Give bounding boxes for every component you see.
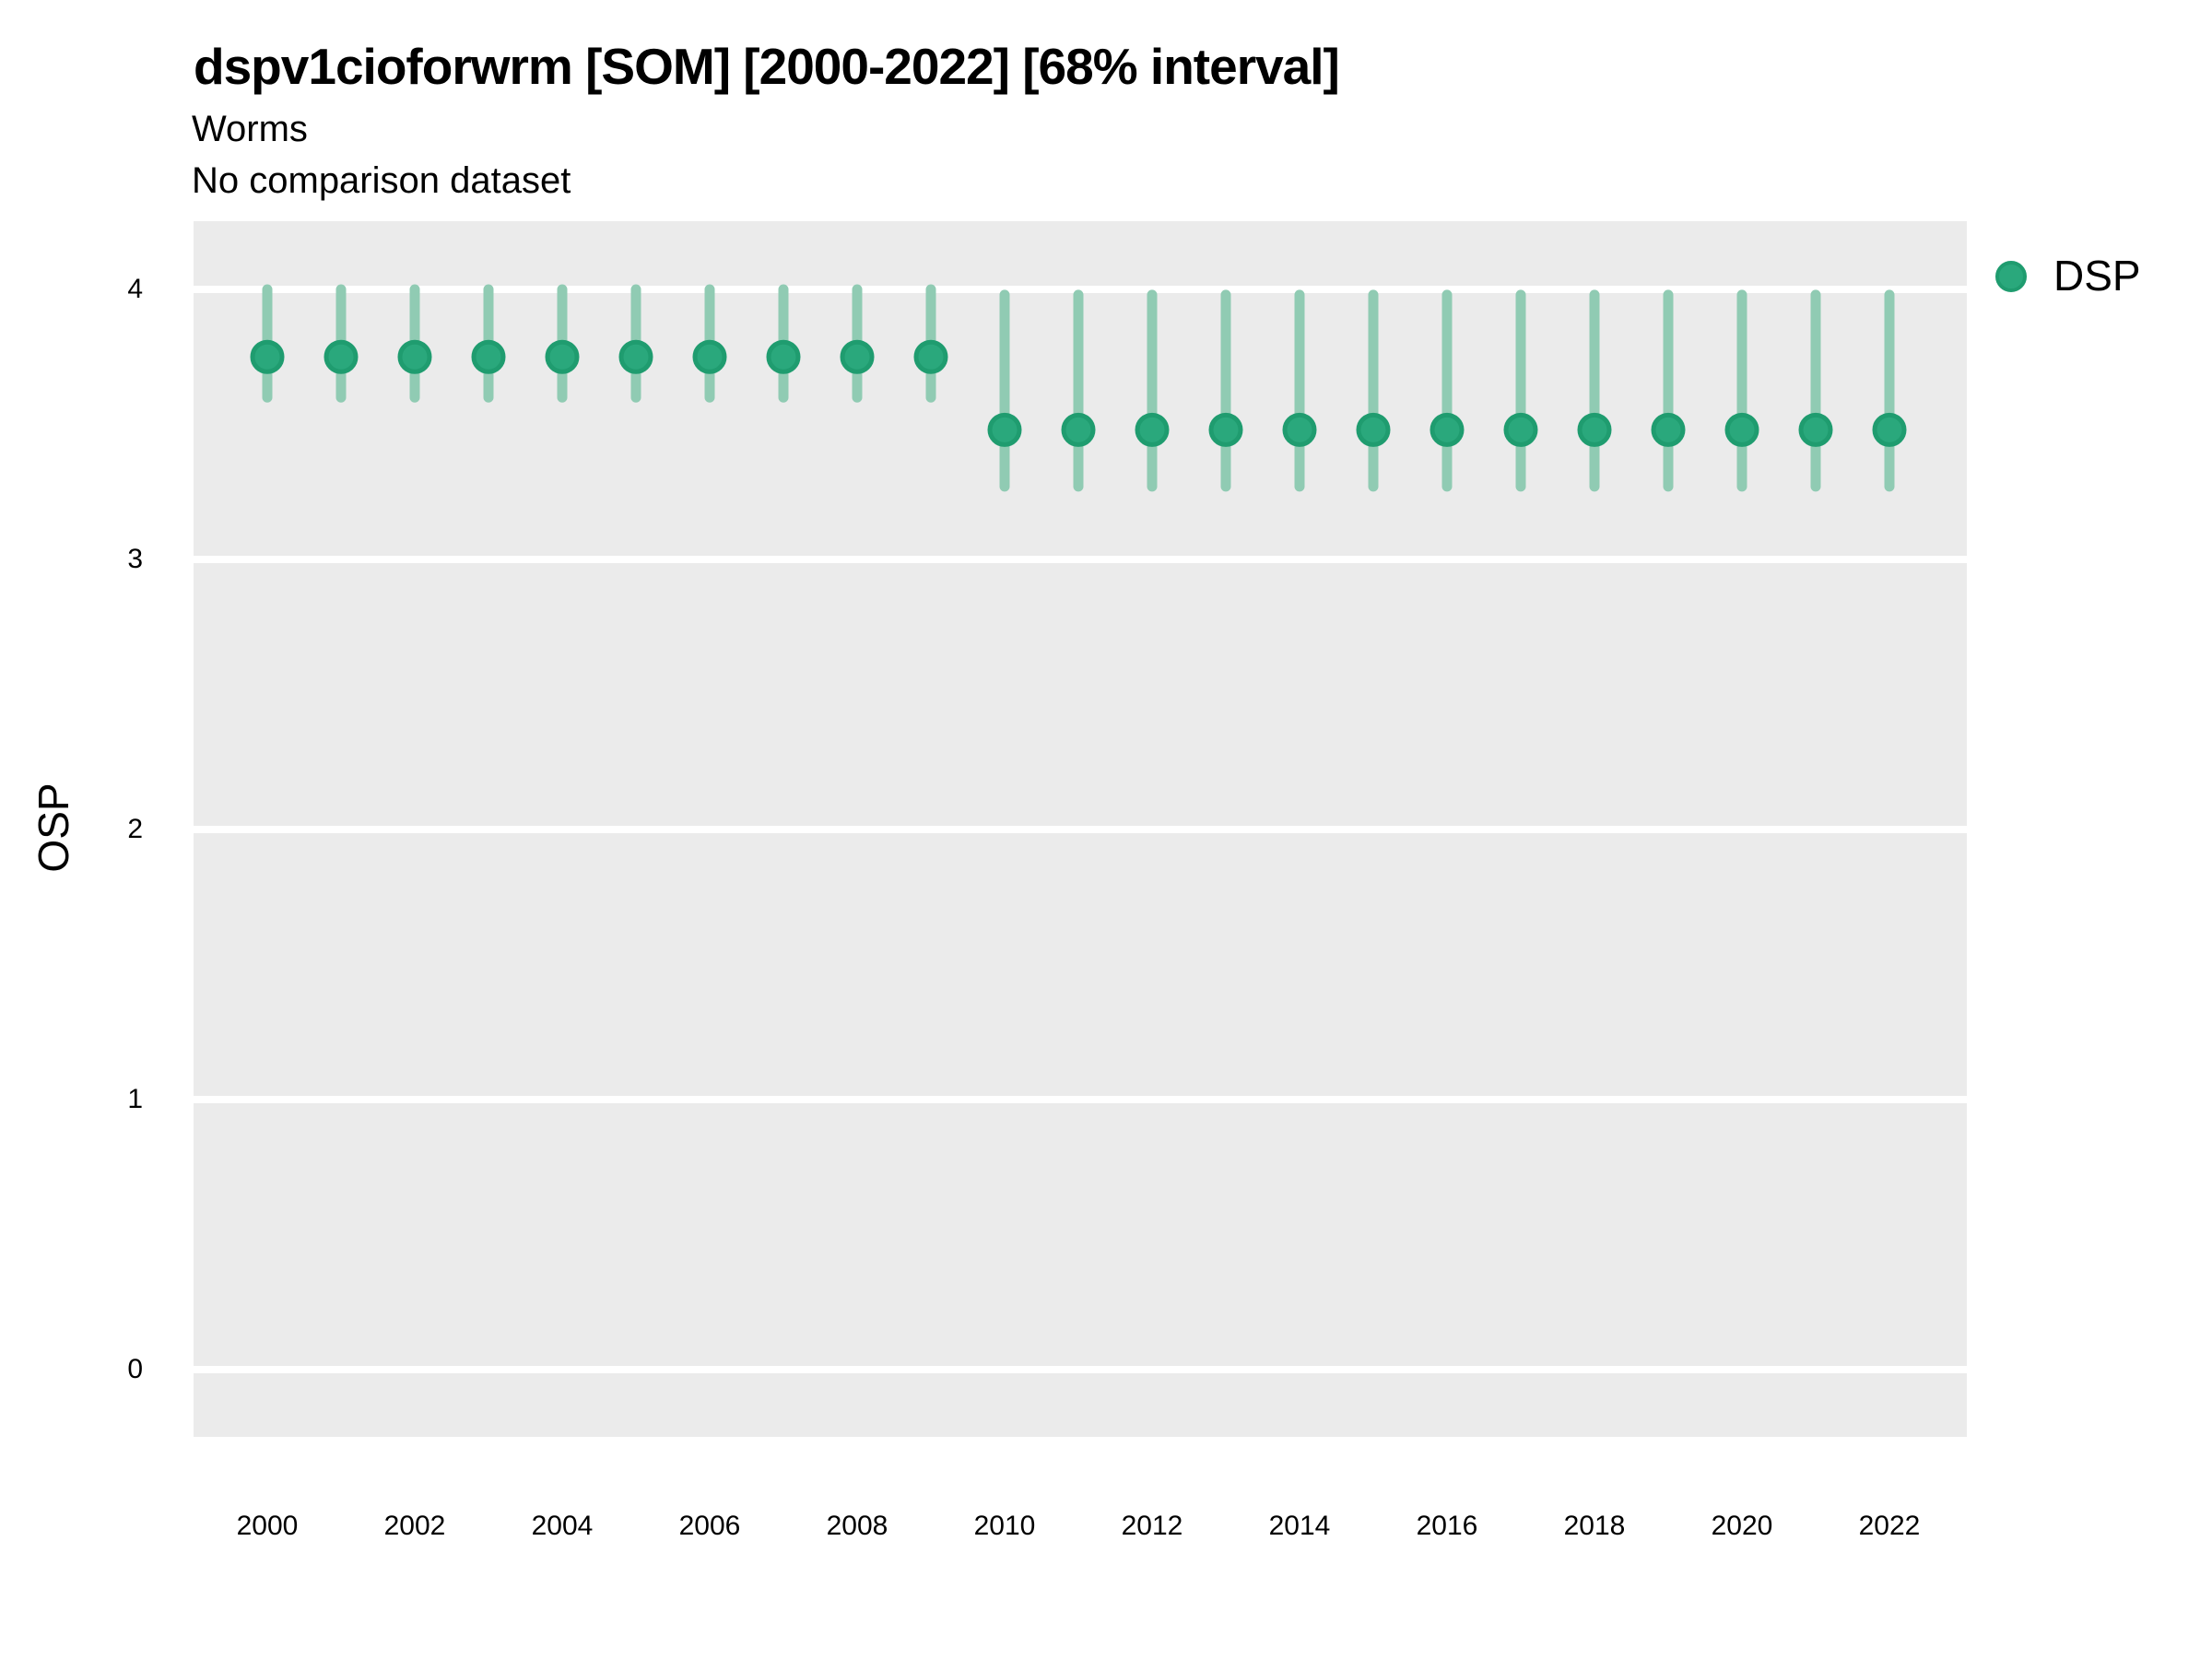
point-2016 bbox=[1430, 412, 1465, 447]
point-2012 bbox=[1135, 412, 1170, 447]
point-2000 bbox=[250, 339, 285, 374]
x-tick-label-2010: 2010 bbox=[973, 1511, 1036, 1541]
chart-title: dspv1cioforwrm [SOM] [2000-2022] [68% in… bbox=[194, 38, 1340, 95]
point-2004 bbox=[545, 339, 580, 374]
point-2019 bbox=[1651, 412, 1686, 447]
x-tick-label-2020: 2020 bbox=[1711, 1511, 1773, 1541]
x-tick-label-2014: 2014 bbox=[1268, 1511, 1331, 1541]
point-2003 bbox=[471, 339, 506, 374]
legend-label: DSP bbox=[2053, 252, 2141, 300]
point-2018 bbox=[1577, 412, 1612, 447]
chart-subtitle: Worms bbox=[192, 109, 308, 149]
y-tick-label-0: 0 bbox=[127, 1354, 143, 1384]
point-2014 bbox=[1282, 412, 1317, 447]
point-2017 bbox=[1503, 412, 1538, 447]
x-tick-label-2002: 2002 bbox=[383, 1511, 446, 1541]
legend-point-icon bbox=[1995, 261, 2027, 292]
point-2011 bbox=[1061, 412, 1096, 447]
point-2001 bbox=[324, 339, 359, 374]
point-2020 bbox=[1724, 412, 1759, 447]
x-tick-label-2008: 2008 bbox=[826, 1511, 888, 1541]
point-2021 bbox=[1798, 412, 1833, 447]
x-tick-label-2000: 2000 bbox=[236, 1511, 299, 1541]
point-2007 bbox=[766, 339, 801, 374]
y-tick-label-1: 1 bbox=[127, 1084, 143, 1114]
legend: DSP bbox=[1980, 245, 2210, 310]
comparison-note: No comparison dataset bbox=[192, 160, 571, 201]
y-tick-label-4: 4 bbox=[127, 274, 143, 304]
point-2002 bbox=[397, 339, 432, 374]
x-tick-label-2004: 2004 bbox=[531, 1511, 594, 1541]
x-tick-label-2006: 2006 bbox=[678, 1511, 741, 1541]
x-tick-label-2022: 2022 bbox=[1858, 1511, 1921, 1541]
plot-panel bbox=[194, 221, 1967, 1437]
point-2022 bbox=[1872, 412, 1907, 447]
point-2013 bbox=[1208, 412, 1243, 447]
x-tick-label-2012: 2012 bbox=[1121, 1511, 1183, 1541]
pointrange-plot bbox=[194, 284, 1967, 1373]
point-2010 bbox=[987, 412, 1022, 447]
point-2006 bbox=[692, 339, 727, 374]
x-tick-label-2016: 2016 bbox=[1416, 1511, 1478, 1541]
y-tick-label-2: 2 bbox=[127, 814, 143, 844]
y-tick-label-3: 3 bbox=[127, 544, 143, 574]
x-tick-label-2018: 2018 bbox=[1563, 1511, 1626, 1541]
point-2009 bbox=[913, 339, 948, 374]
point-2005 bbox=[618, 339, 653, 374]
point-2008 bbox=[840, 339, 875, 374]
point-2015 bbox=[1356, 412, 1391, 447]
